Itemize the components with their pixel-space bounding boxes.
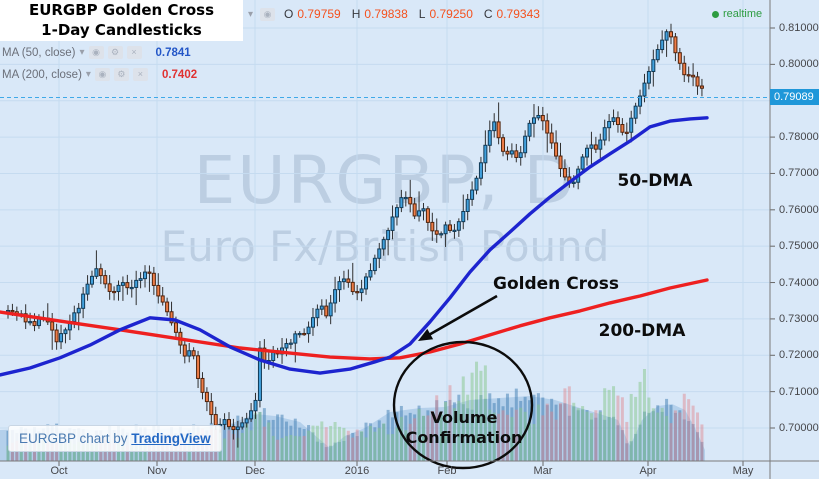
volume-confirmation-circle[interactable]: [392, 340, 534, 470]
tradingview-link[interactable]: TradingView: [131, 431, 211, 446]
annotation-200dma-label[interactable]: 200-DMA: [598, 321, 686, 341]
annotation-volume-label[interactable]: Volume Confirmation: [406, 408, 523, 448]
volume-layer: [6, 361, 704, 461]
close-icon[interactable]: ×: [132, 68, 148, 81]
time-tick-label: Nov: [147, 465, 167, 477]
close-icon[interactable]: ×: [126, 46, 142, 59]
time-tick-label: Apr: [639, 465, 657, 477]
time-tick-label: Dec: [245, 465, 265, 477]
chevron-down-icon[interactable]: ▾: [248, 9, 254, 20]
price-tick-label: 0.81000: [779, 22, 819, 34]
golden-cross-arrowhead: [418, 328, 434, 341]
price-tick-label: 0.71000: [779, 385, 819, 398]
visibility-icon[interactable]: ◉: [260, 8, 275, 21]
price-tick-label: 0.72000: [779, 349, 819, 362]
gear-icon[interactable]: ⚙: [107, 46, 123, 59]
chevron-down-icon[interactable]: ▾: [85, 69, 91, 80]
price-tick-label: 0.78000: [779, 131, 819, 144]
time-tick-label: Feb: [437, 465, 457, 477]
visibility-icon[interactable]: ◉: [88, 46, 104, 59]
last-price-badge[interactable]: 0.79089: [770, 89, 819, 106]
watermark-symbol: EURGBP, D: [193, 142, 577, 219]
price-tick-label: 0.74000: [779, 276, 819, 289]
chart-title-annotation[interactable]: EURGBP Golden Cross 1-Day Candlesticks: [0, 0, 243, 41]
ma200-line[interactable]: [0, 278, 709, 361]
annotation-volume-line1: Volume: [430, 408, 498, 427]
time-tick-label: May: [732, 465, 754, 477]
price-tick-label: 0.73000: [779, 312, 819, 325]
price-tick-label: 0.80000: [779, 58, 819, 71]
ma50-line[interactable]: [0, 116, 709, 377]
price-tick-label: 0.76000: [779, 203, 819, 216]
gear-icon[interactable]: ⚙: [113, 68, 129, 81]
price-tick-label: 0.70000: [779, 422, 819, 434]
candles-layer: [6, 23, 704, 448]
time-tick-label: Mar: [533, 465, 553, 477]
time-tick-label: Oct: [50, 465, 68, 477]
price-tick-label: 0.75000: [779, 240, 819, 253]
chart-title-line1: EURGBP Golden Cross: [28, 1, 215, 19]
golden-cross-arrow[interactable]: [426, 294, 498, 338]
annotation-golden-cross-label[interactable]: Golden Cross: [493, 274, 619, 294]
visibility-icon[interactable]: ◉: [94, 68, 110, 81]
price-axis[interactable]: 0.81000 0.80000 0.78000 0.77000 0.76000 0.750…: [770, 0, 819, 461]
annotation-50dma-label[interactable]: 50-DMA: [617, 171, 693, 191]
annotation-volume-line2: Confirmation: [405, 428, 523, 447]
time-tick-label: 2016: [344, 465, 370, 477]
price-tick-label: 0.77000: [779, 167, 819, 180]
chevron-down-icon[interactable]: ▾: [79, 47, 85, 58]
time-axis[interactable]: Oct Nov Dec 2016 Feb Mar Apr May: [0, 461, 770, 479]
chart-title-line2: 1-Day Candlesticks: [41, 20, 202, 39]
